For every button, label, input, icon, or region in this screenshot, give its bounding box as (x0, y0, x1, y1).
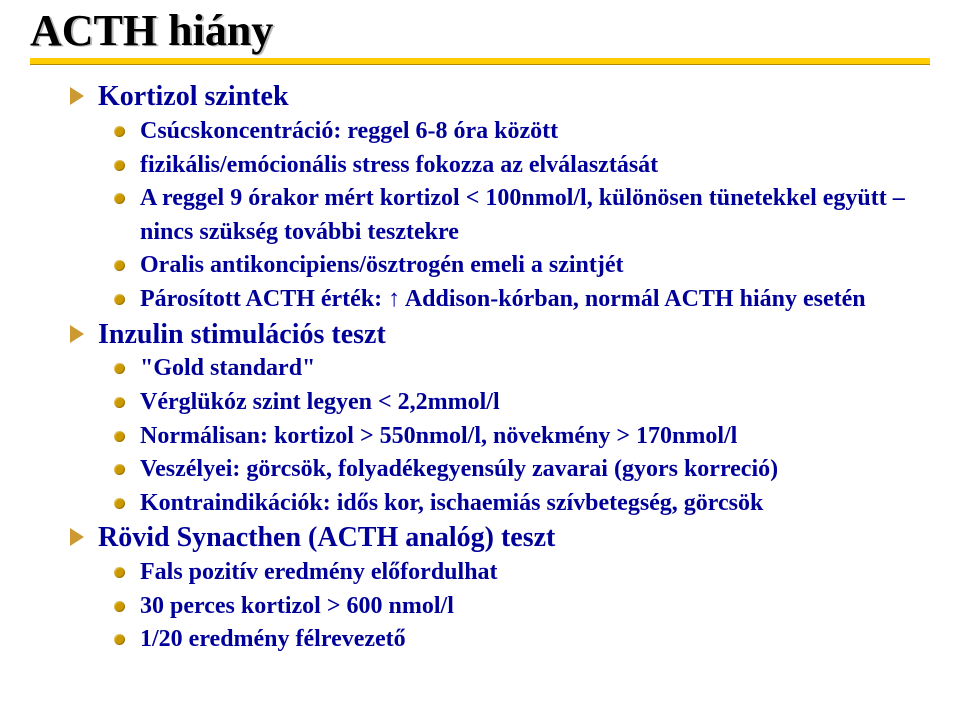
list-item-label: 30 perces kortizol > 600 nmol/l (140, 593, 454, 619)
title-underline (30, 58, 930, 65)
list-item: Csúcskoncentráció: reggel 6-8 óra között (114, 115, 930, 149)
list-item-label: Normálisan: kortizol > 550nmol/l, növekm… (140, 423, 737, 449)
slide: ACTH hiány Kortizol szintek Csúcskoncent… (0, 0, 960, 657)
list-item-label: Kontraindikációk: idős kor, ischaemiás s… (140, 490, 763, 516)
list-item-label: Csúcskoncentráció: reggel 6-8 óra között (140, 118, 558, 144)
list-item: Oralis antikoncipiens/ösztrogén emeli a … (114, 249, 930, 283)
list-item: Fals pozitív eredmény előfordulhat (114, 556, 930, 590)
list-item-label: Párosított ACTH érték: ↑ Addison-kórban,… (140, 286, 866, 312)
list-item: "Gold standard" (114, 352, 930, 386)
list-item: 30 perces kortizol > 600 nmol/l (114, 590, 930, 624)
list-item: Párosított ACTH érték: ↑ Addison-kórban,… (114, 283, 930, 317)
list-item-label: Veszélyei: görcsök, folyadékegyensúly za… (140, 456, 778, 482)
list-item-label: Rövid Synacthen (ACTH analóg) teszt (98, 522, 555, 553)
list-item-label: Vérglükóz szint legyen < 2,2mmol/l (140, 389, 500, 415)
list-item-label: Oralis antikoncipiens/ösztrogén emeli a … (140, 252, 624, 278)
list-item-label: fizikális/emócionális stress fokozza az … (140, 152, 658, 178)
list-item: Kortizol szintek Csúcskoncentráció: regg… (76, 79, 930, 316)
list-item: fizikális/emócionális stress fokozza az … (114, 149, 930, 183)
list-item: Rövid Synacthen (ACTH analóg) teszt Fals… (76, 520, 930, 657)
slide-title: ACTH hiány (30, 8, 930, 54)
list-item: Inzulin stimulációs teszt "Gold standard… (76, 317, 930, 521)
list-item-label: 1/20 eredmény félrevezető (140, 626, 406, 652)
sub-list: Fals pozitív eredmény előfordulhat 30 pe… (98, 556, 930, 657)
list-item-label: Inzulin stimulációs teszt (98, 319, 386, 350)
list-item-label: "Gold standard" (140, 355, 315, 381)
sub-list: "Gold standard" Vérglükóz szint legyen <… (98, 352, 930, 520)
list-item: Kontraindikációk: idős kor, ischaemiás s… (114, 487, 930, 521)
list-item: 1/20 eredmény félrevezető (114, 623, 930, 657)
list-item: Normálisan: kortizol > 550nmol/l, növekm… (114, 420, 930, 454)
bullet-list: Kortizol szintek Csúcskoncentráció: regg… (30, 79, 930, 657)
list-item: A reggel 9 órakor mért kortizol < 100nmo… (114, 182, 930, 249)
sub-list: Csúcskoncentráció: reggel 6-8 óra között… (98, 115, 930, 317)
list-item: Veszélyei: görcsök, folyadékegyensúly za… (114, 453, 930, 487)
list-item-label: A reggel 9 órakor mért kortizol < 100nmo… (140, 185, 905, 245)
list-item: Vérglükóz szint legyen < 2,2mmol/l (114, 386, 930, 420)
list-item-label: Kortizol szintek (98, 81, 289, 112)
list-item-label: Fals pozitív eredmény előfordulhat (140, 559, 498, 585)
